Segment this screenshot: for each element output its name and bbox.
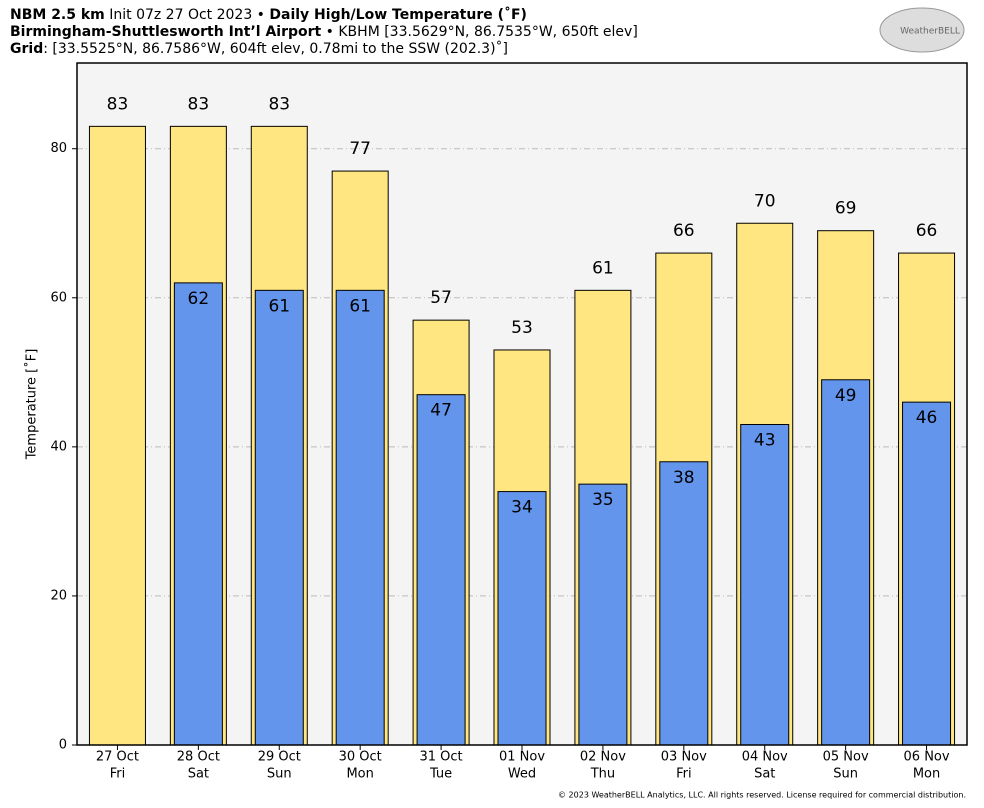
bar [740, 423, 790, 746]
data-label: 34 [511, 498, 533, 518]
data-label: 49 [835, 386, 857, 406]
x-tick-label: 06 Nov [904, 750, 950, 765]
x-tick-label: 03 Nov [661, 750, 707, 765]
bar [88, 125, 146, 746]
bar [416, 394, 466, 746]
x-tick-sublabel: Thu [590, 767, 615, 782]
y-tick-label: 20 [50, 588, 67, 603]
data-label: 66 [673, 221, 695, 241]
data-label: 70 [754, 191, 776, 211]
header-line: Birmingham-Shuttlesworth Int’l Airport •… [10, 24, 638, 40]
data-label: 83 [268, 94, 290, 114]
x-tick-sublabel: Mon [346, 767, 373, 782]
y-tick-label: 40 [50, 439, 67, 454]
x-tick-label: 27 Oct [96, 750, 139, 765]
x-tick-sublabel: Fri [110, 767, 126, 782]
data-label: 43 [754, 430, 776, 450]
logo-text: WeatherBELL [900, 27, 960, 37]
x-tick-label: 28 Oct [177, 750, 220, 765]
bar [578, 483, 628, 746]
data-label: 77 [349, 139, 371, 159]
data-label: 83 [188, 94, 210, 114]
x-tick-sublabel: Sat [754, 767, 775, 782]
data-label: 83 [107, 94, 129, 114]
x-tick-label: 31 Oct [420, 750, 463, 765]
x-tick-label: 04 Nov [742, 750, 788, 765]
x-tick-label: 30 Oct [339, 750, 382, 765]
data-label: 35 [592, 490, 614, 510]
x-tick-label: 02 Nov [580, 750, 626, 765]
header-line: NBM 2.5 km Init 07z 27 Oct 2023 • Daily … [10, 6, 527, 23]
x-tick-sublabel: Sat [188, 767, 209, 782]
data-label: 61 [592, 258, 614, 278]
logo-shape [879, 7, 965, 53]
bar [902, 401, 952, 746]
data-label: 47 [430, 401, 452, 421]
init: Init 07z 27 Oct 2023 • [109, 7, 265, 23]
y-tick-label: 80 [50, 141, 67, 156]
data-label: 38 [673, 468, 695, 488]
x-tick-label: 01 Nov [499, 750, 545, 765]
footer: © 2023 WeatherBELL Analytics, LLC. All r… [558, 791, 966, 800]
data-label: 53 [511, 318, 533, 338]
bar [497, 491, 547, 746]
header-line: Grid: [33.5525°N, 86.7586°W, 604ft elev,… [10, 40, 508, 57]
station-info: • KBHM [33.5629°N, 86.7535°W, 650ft elev… [326, 24, 638, 40]
data-label: 61 [349, 296, 371, 316]
station: Birmingham-Shuttlesworth Int’l Airport [10, 24, 322, 40]
x-tick-label: 29 Oct [258, 750, 301, 765]
grid-info: : [33.5525°N, 86.7586°W, 604ft elev, 0.7… [43, 40, 508, 57]
data-label: 61 [268, 296, 290, 316]
x-tick-sublabel: Wed [508, 767, 536, 782]
bar [335, 289, 385, 746]
x-tick-sublabel: Sun [267, 767, 292, 782]
bar [173, 282, 223, 746]
data-label: 46 [916, 408, 938, 428]
x-tick-label: 05 Nov [823, 750, 869, 765]
y-axis-label: Temperature [˚F] [24, 349, 40, 461]
y-tick-label: 60 [50, 290, 67, 305]
data-label: 62 [188, 289, 210, 309]
x-tick-sublabel: Sun [833, 767, 858, 782]
x-tick-sublabel: Tue [429, 767, 452, 782]
bar [659, 461, 709, 746]
y-tick-label: 0 [59, 738, 67, 753]
x-tick-sublabel: Mon [913, 767, 940, 782]
data-label: 69 [835, 199, 857, 219]
model: NBM 2.5 km [10, 7, 105, 23]
chart-title: Daily High/Low Temperature (˚F) [269, 6, 527, 23]
grid-label: Grid [10, 41, 43, 57]
data-label: 57 [430, 288, 452, 308]
x-tick-sublabel: Fri [676, 767, 692, 782]
logo: WeatherBELL [879, 7, 965, 53]
bar [821, 379, 871, 746]
bar [254, 289, 304, 746]
data-label: 66 [916, 221, 938, 241]
